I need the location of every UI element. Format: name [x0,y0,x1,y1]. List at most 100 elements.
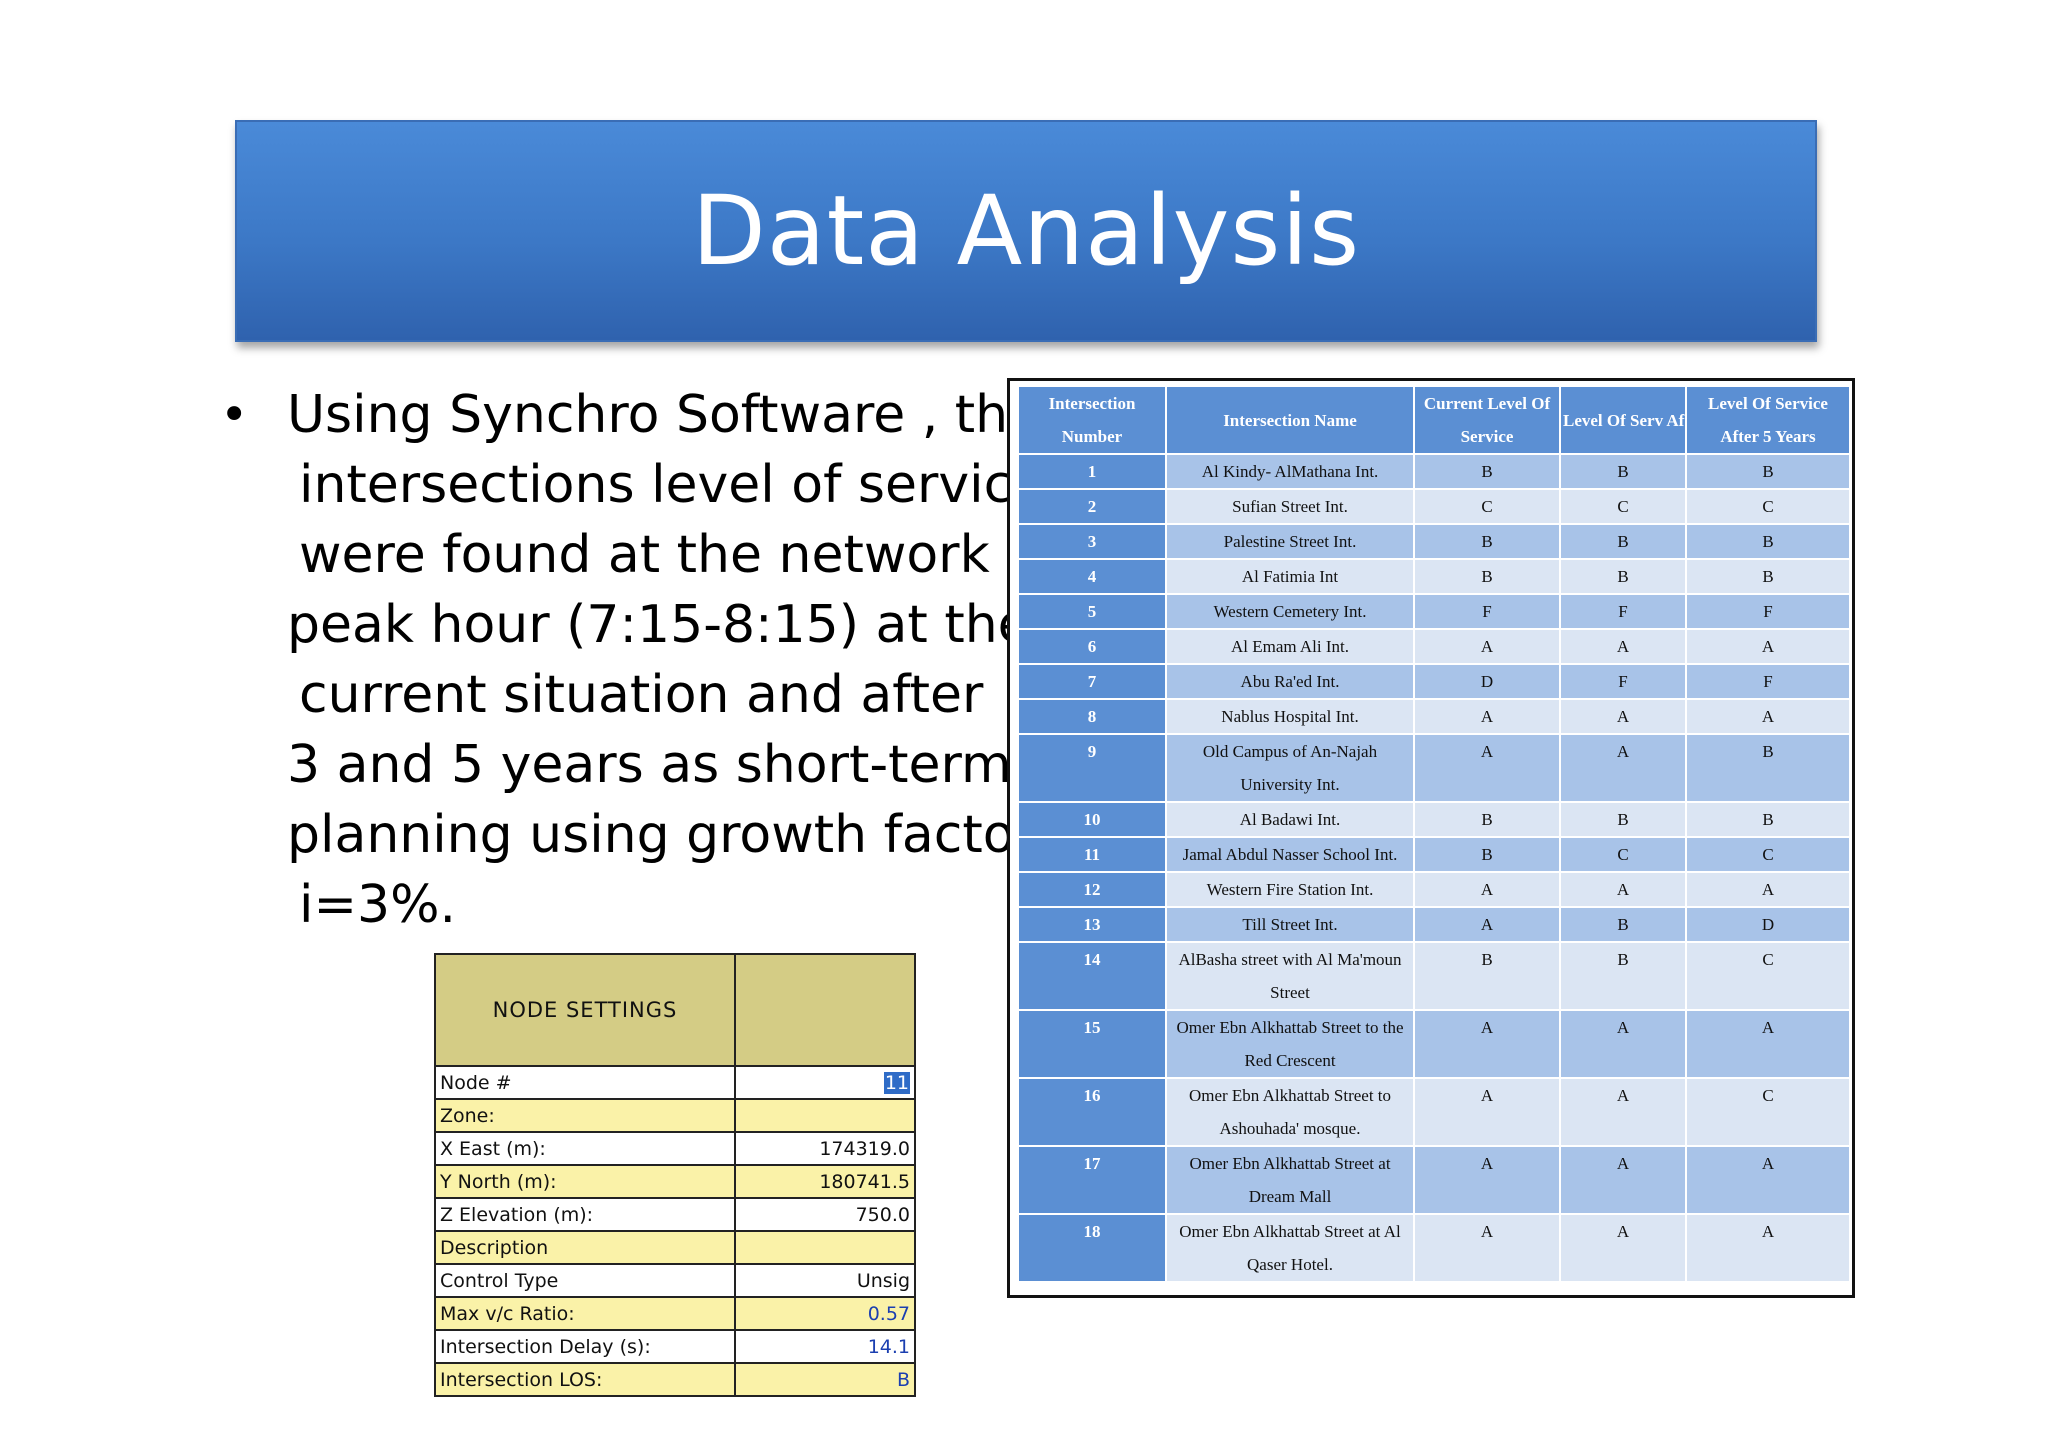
current-los-cell: D [1413,663,1561,700]
los-3-years-cell: B [1559,801,1687,838]
node-settings-title: NODE SETTINGS [434,953,736,1067]
los-table-row: 8 Nablus Hospital Int. A A A [1017,698,1851,735]
intersection-number-cell: 16 [1017,1077,1167,1147]
node-setting-row: X East (m): 174319.0 [434,1131,916,1166]
intersection-name-cell: Till Street Int. [1165,906,1415,943]
intersection-number-cell: 11 [1017,836,1167,873]
intersection-number-cell: 18 [1017,1213,1167,1283]
bullet-line: Using Synchro Software , the [287,385,1041,445]
intersection-name-cell: Omer Ebn Alkhattab Street to the Red Cre… [1165,1009,1415,1079]
intersection-number-cell: 1 [1017,453,1167,490]
intersection-name-cell: Omer Ebn Alkhattab Street to Ashouhada' … [1165,1077,1415,1147]
bullet-line: current situation and after [299,665,984,725]
intersection-name-cell: Al Emam Ali Int. [1165,628,1415,665]
intersection-number-cell: 13 [1017,906,1167,943]
intersection-name-cell: Jamal Abdul Nasser School Int. [1165,836,1415,873]
los-3-years-cell: A [1559,871,1687,908]
header-intersection-number: Intersection Number [1017,385,1167,455]
los-table-row: 4 Al Fatimia Int B B B [1017,558,1851,595]
current-los-cell: A [1413,1145,1561,1215]
node-setting-label: Intersection LOS: [434,1362,736,1397]
los-table-row: 13 Till Street Int. A B D [1017,906,1851,943]
intersection-number-cell: 2 [1017,488,1167,525]
los-table-row: 15 Omer Ebn Alkhattab Street to the Red C… [1017,1009,1851,1079]
current-los-cell: A [1413,906,1561,943]
title-bar: Data Analysis [235,120,1817,342]
node-setting-value[interactable]: B [734,1362,916,1397]
node-setting-value[interactable]: 11 [734,1065,916,1100]
los-table-row: 5 Western Cemetery Int. F F F [1017,593,1851,630]
los-table-row: 10 Al Badawi Int. B B B [1017,801,1851,838]
node-setting-label: Z Elevation (m): [434,1197,736,1232]
current-los-cell: A [1413,871,1561,908]
los-5-years-cell: B [1685,733,1851,803]
intersection-number-cell: 9 [1017,733,1167,803]
header-current-los: Current Level Of Service [1413,385,1561,455]
node-setting-label: X East (m): [434,1131,736,1166]
node-setting-value[interactable]: 750.0 [734,1197,916,1232]
los-5-years-cell: C [1685,941,1851,1011]
los-table-row: 17 Omer Ebn Alkhattab Street at Dream Mal… [1017,1145,1851,1215]
los-5-years-cell: A [1685,1213,1851,1283]
node-setting-row: Intersection Delay (s): 14.1 [434,1329,916,1364]
los-5-years-cell: B [1685,801,1851,838]
node-setting-value[interactable] [734,1230,916,1265]
bullet-line: i=3%. [299,875,457,935]
node-setting-value[interactable]: 14.1 [734,1329,916,1364]
los-table-row: 18 Omer Ebn Alkhattab Street at Al Qaser … [1017,1213,1851,1283]
current-los-cell: A [1413,1009,1561,1079]
node-setting-value[interactable] [734,1098,916,1133]
los-3-years-cell: B [1559,523,1687,560]
node-setting-label: Description [434,1230,736,1265]
intersection-name-cell: Sufian Street Int. [1165,488,1415,525]
los-5-years-cell: A [1685,628,1851,665]
los-3-years-cell: B [1559,558,1687,595]
header-los-3-years: Level Of Serv After 3 Years [1559,385,1687,455]
los-5-years-cell: D [1685,906,1851,943]
node-settings-panel: NODE SETTINGS Node # 11 Zone: X East (m): 17… [434,953,916,1397]
intersection-name-cell: Palestine Street Int. [1165,523,1415,560]
los-3-years-cell: A [1559,1009,1687,1079]
los-5-years-cell: A [1685,1009,1851,1079]
los-table-row: 3 Palestine Street Int. B B B [1017,523,1851,560]
current-los-cell: A [1413,628,1561,665]
los-table: Intersection Number Intersection Name Cu… [1017,385,1851,1283]
los-5-years-cell: B [1685,523,1851,560]
node-setting-label: Y North (m): [434,1164,736,1199]
node-setting-row: Intersection LOS: B [434,1362,916,1397]
node-setting-value[interactable]: 0.57 [734,1296,916,1331]
current-los-cell: A [1413,733,1561,803]
los-table-row: 9 Old Campus of An-Najah University Int. A… [1017,733,1851,803]
current-los-cell: A [1413,698,1561,735]
los-table-frame: Intersection Number Intersection Name Cu… [1007,378,1855,1298]
current-los-cell: B [1413,558,1561,595]
current-los-cell: B [1413,801,1561,838]
node-setting-value[interactable]: 174319.0 [734,1131,916,1166]
intersection-number-cell: 15 [1017,1009,1167,1079]
node-setting-value[interactable]: 180741.5 [734,1164,916,1199]
node-setting-value[interactable]: Unsig [734,1263,916,1298]
los-5-years-cell: F [1685,593,1851,630]
intersection-name-cell: Al Kindy- AlMathana Int. [1165,453,1415,490]
node-setting-row: Y North (m): 180741.5 [434,1164,916,1199]
node-number-selected-text[interactable]: 11 [883,1071,910,1094]
node-setting-label: Control Type [434,1263,736,1298]
bullet-line: peak hour (7:15-8:15) at the [287,595,1030,655]
los-3-years-cell: B [1559,453,1687,490]
los-5-years-cell: B [1685,453,1851,490]
intersection-name-cell: AlBasha street with Al Ma'moun Street [1165,941,1415,1011]
slide-title: Data Analysis [691,175,1361,287]
los-3-years-cell: A [1559,698,1687,735]
node-setting-row: Z Elevation (m): 750.0 [434,1197,916,1232]
los-5-years-cell: F [1685,663,1851,700]
los-header-row: Intersection Number Intersection Name Cu… [1017,385,1851,455]
bullet-line: intersections level of service [299,455,1045,515]
intersection-number-cell: 8 [1017,698,1167,735]
los-3-years-cell: B [1559,941,1687,1011]
los-5-years-cell: C [1685,488,1851,525]
current-los-cell: B [1413,941,1561,1011]
los-5-years-cell: C [1685,1077,1851,1147]
los-3-years-cell: A [1559,733,1687,803]
los-3-years-cell: B [1559,906,1687,943]
intersection-number-cell: 14 [1017,941,1167,1011]
